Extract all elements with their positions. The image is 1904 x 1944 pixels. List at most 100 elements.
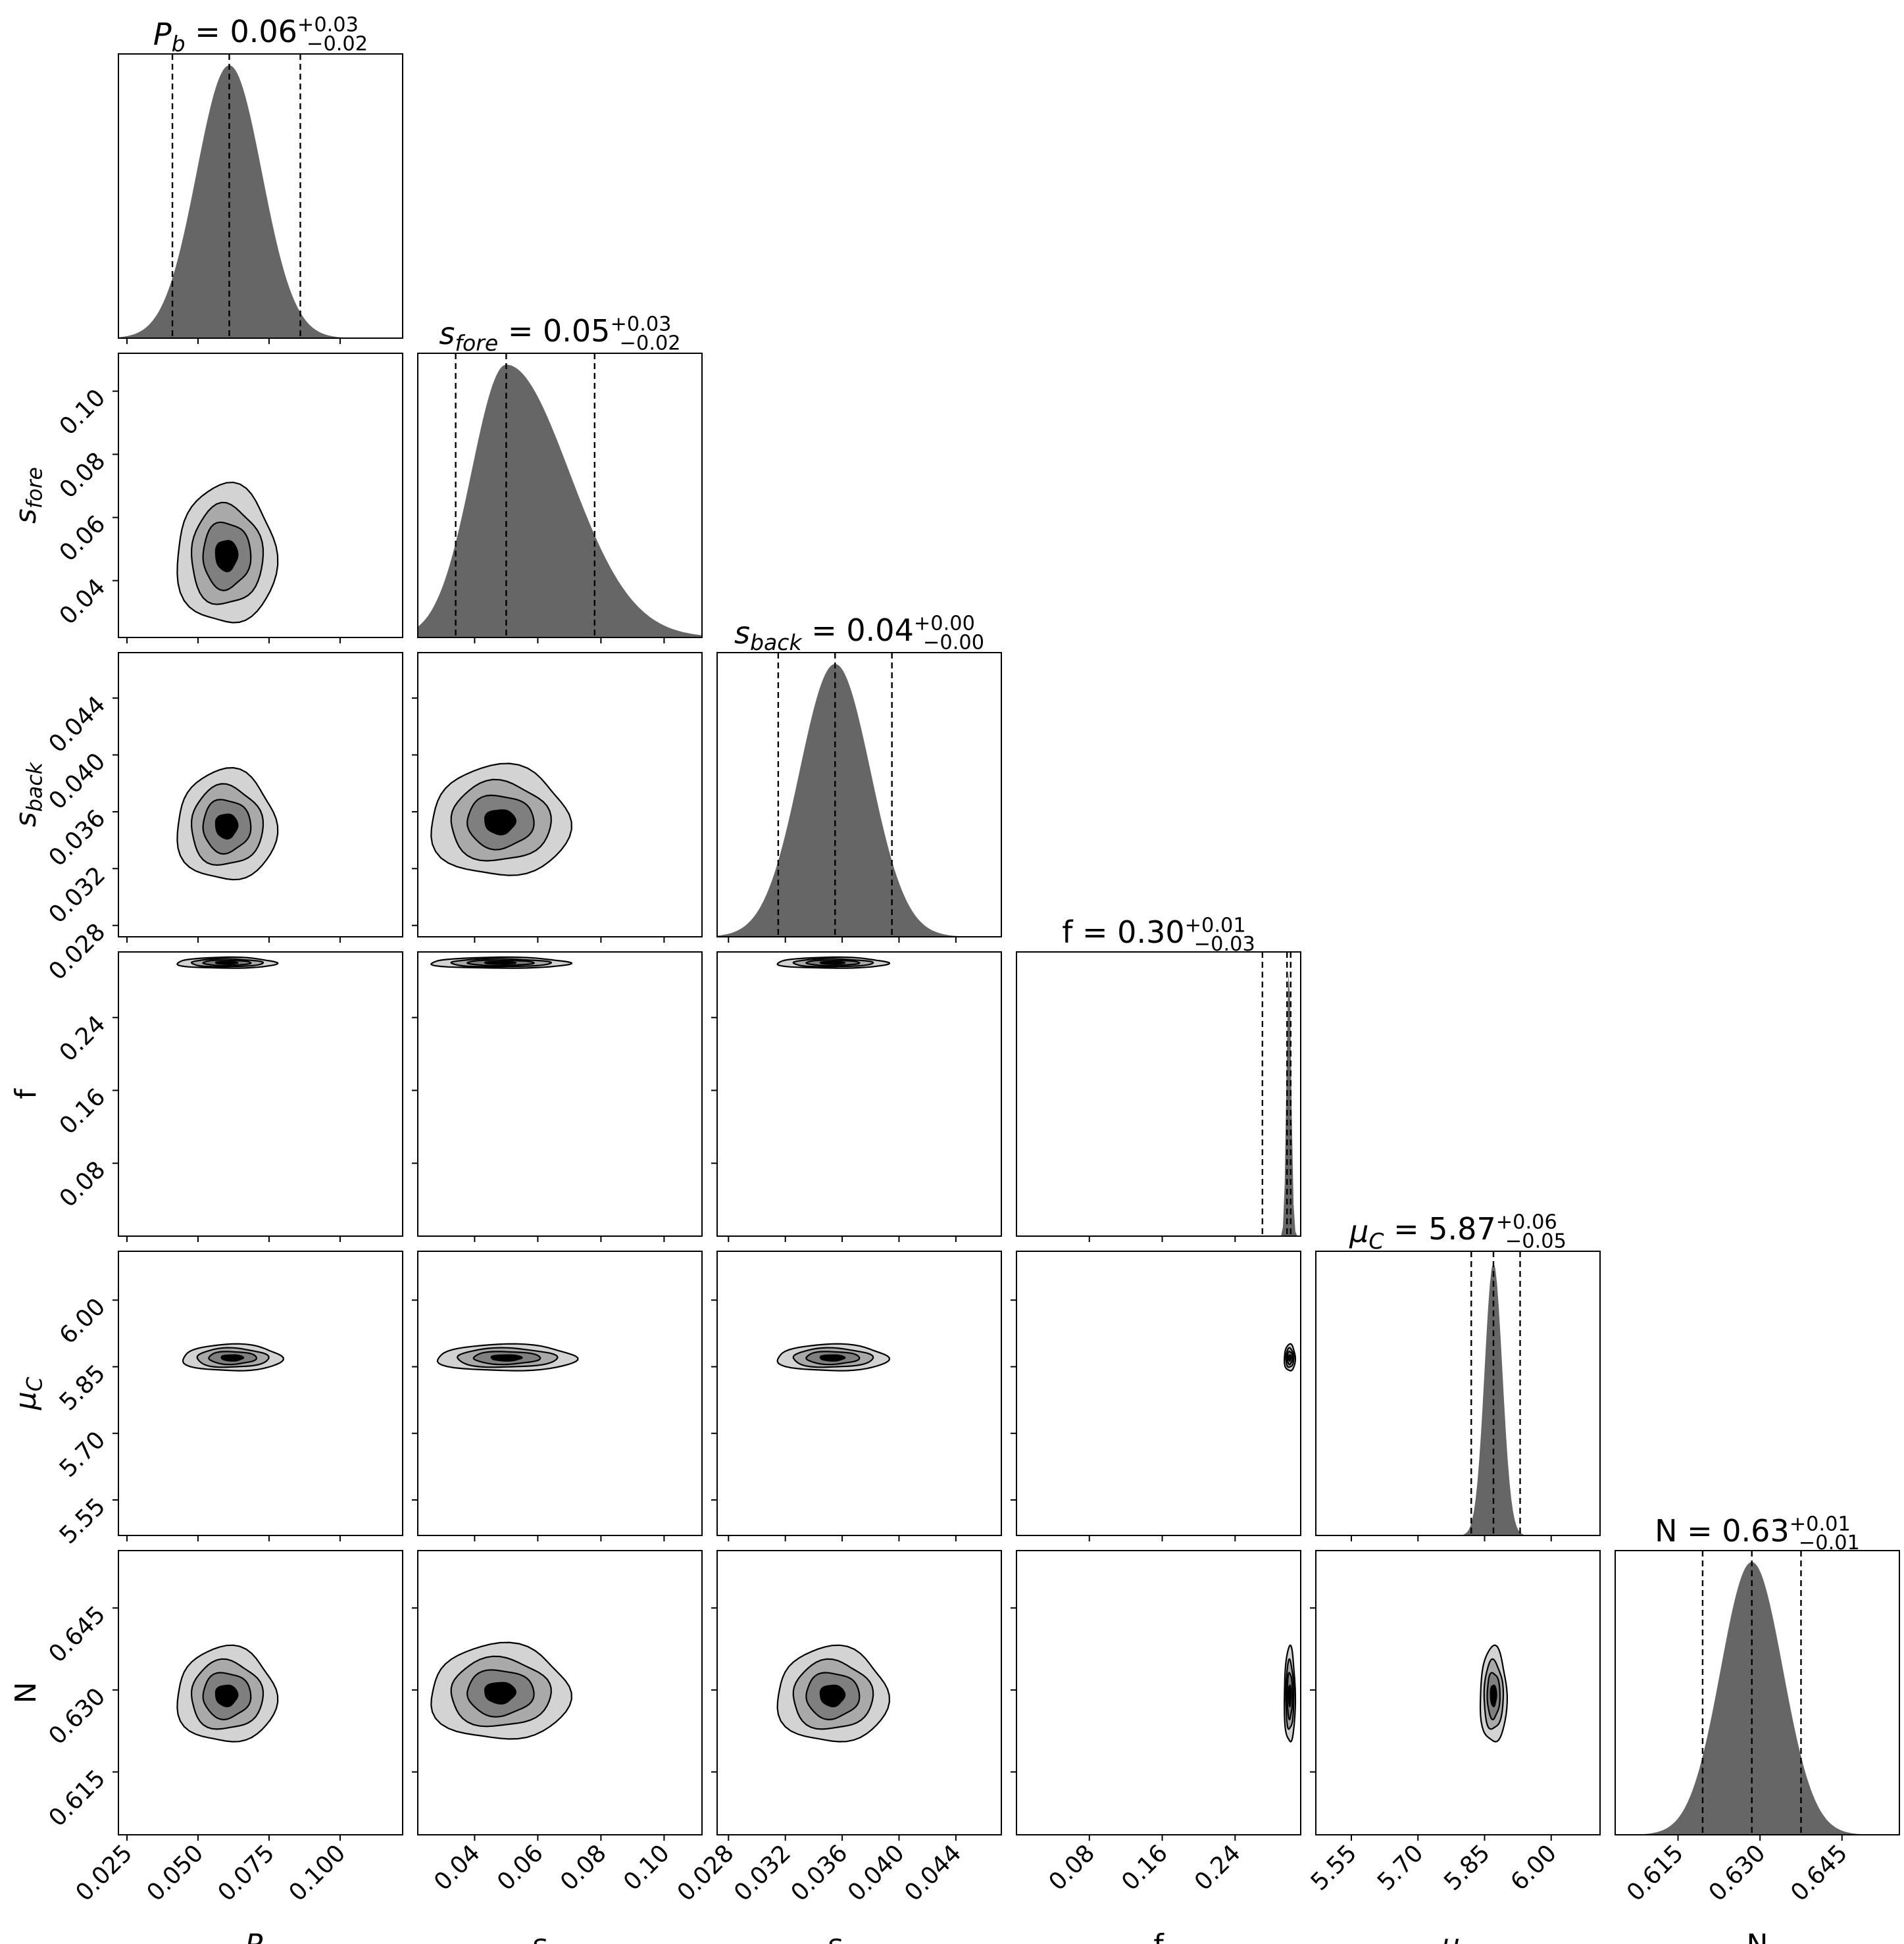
contour-level-3 [1288,1354,1292,1362]
x-axis-label-N: N [1747,1928,1768,1944]
x-tick-label-f: 0.08 [1043,1839,1100,1896]
contour-level-3 [819,1354,846,1362]
y-axis-label-sback: sback [9,761,47,827]
x-tick-label-sback: 0.032 [729,1839,796,1907]
y-axis-label-group-muC: μC [9,1377,47,1410]
contour-level-3 [484,1682,516,1705]
y-tick-label-sfore: 0.04 [55,574,111,630]
contour-level-3 [484,960,516,965]
panel-frame [1016,951,1301,1237]
contour-level-3 [214,1684,239,1708]
y-tick-label-N: 0.630 [43,1683,111,1750]
x-tick-label-N: 0.630 [1704,1839,1771,1907]
y-tick-label-sfore: 0.10 [55,384,111,441]
x-axis-label-sfore: sfore [532,1928,588,1944]
panel-frame [1016,1251,1301,1536]
panel-frame [417,951,703,1237]
x-tick-label-Pb: 0.050 [141,1839,209,1907]
x-tick-label-sfore: 0.04 [429,1839,486,1896]
panel-frame [118,1550,403,1835]
panel-frame [118,951,403,1237]
x-tick-label-Pb: 0.100 [284,1839,351,1907]
histogram-muC [1316,1262,1600,1535]
panel-title-N: N = 0.63+0.01 −0.01 [1655,1512,1860,1555]
x-axis-label-f: f [1153,1928,1165,1944]
x-tick-label-sback: 0.028 [672,1839,739,1907]
x-tick-label-muC: 5.70 [1372,1839,1429,1896]
y-axis-label-sfore: sfore [9,467,47,524]
x-tick-label-muC: 5.85 [1439,1839,1495,1896]
y-tick-label-muC: 5.55 [55,1493,111,1549]
y-tick-label-N: 0.615 [43,1765,111,1832]
panel-frame [417,652,703,937]
x-tick-label-sfore: 0.06 [492,1839,549,1896]
x-tick-label-sback: 0.044 [899,1839,966,1907]
x-tick-label-sfore: 0.08 [555,1839,612,1896]
y-tick-label-f: 0.08 [55,1157,111,1213]
contour-panel-sfore-f [417,951,703,1237]
x-tick-label-sfore: 0.10 [618,1839,675,1896]
panel-title-Pb: Pb = 0.06+0.03 −0.02 [153,13,368,56]
y-tick-label-sfore: 0.08 [55,447,111,504]
contour-panel-Pb-muC [118,1251,403,1536]
panel-frame [716,652,1002,937]
contour-level-3 [484,809,516,835]
panel-frame [716,951,1002,1237]
contour-panel-sfore-sback [417,652,703,937]
y-axis-label-f: f [9,1088,43,1099]
contour-panel-Pb-sfore [118,353,403,638]
y-tick-label-muC: 5.70 [55,1426,111,1483]
contour-level-3 [214,539,239,572]
y-axis-label-muC: μC [9,1377,47,1410]
contour-level-3 [819,960,846,965]
y-tick-label-sfore: 0.06 [55,511,111,567]
y-axis-label-N: N [9,1682,43,1704]
contour-panel-sfore-muC [417,1251,703,1536]
contour-level-3 [214,960,239,965]
contour-level-3 [1490,1684,1497,1708]
contour-level-3 [490,1354,523,1362]
x-tick-label-Pb: 0.025 [70,1839,138,1907]
contour-panel-sback-f [716,951,1002,1237]
y-tick-label-sback: 0.032 [43,862,111,929]
panel-frame [716,1251,1002,1536]
panel-frame [118,53,403,339]
hist-panel-Pb: Pb = 0.06+0.03 −0.02 [118,13,403,339]
hist-panel-N: N = 0.63+0.01 −0.01 [1615,1512,1900,1835]
x-tick-label-f: 0.16 [1116,1839,1173,1896]
x-axis-label-sback: sback [827,1928,893,1944]
contour-panel-f-muC [1016,1251,1301,1536]
y-tick-label-sback: 0.040 [43,748,111,815]
panel-frame [1315,1251,1601,1536]
hist-panel-muC: μC = 5.87+0.06 −0.05 [1315,1210,1601,1536]
x-tick-label-sback: 0.036 [786,1839,853,1907]
histogram-N [1615,1562,1899,1835]
panel-title-sfore: sfore = 0.05+0.03 −0.02 [439,312,680,355]
y-axis-label-group-N: N [9,1682,43,1704]
contour-panel-Pb-N [118,1550,403,1835]
contour-panel-f-N [1016,1550,1301,1835]
x-tick-label-sback: 0.040 [843,1839,910,1907]
x-tick-label-f: 0.24 [1190,1839,1246,1896]
contour-panel-sback-N [716,1550,1002,1835]
panel-frame [118,353,403,638]
panel-frame [1615,1550,1900,1835]
y-tick-label-sback: 0.036 [43,805,111,872]
x-tick-label-muC: 6.00 [1505,1839,1562,1896]
y-axis-label-group-f: f [9,1088,43,1099]
panel-frame [1315,1550,1601,1835]
hist-panel-sfore: sfore = 0.05+0.03 −0.02 [417,312,703,638]
y-tick-label-sback: 0.044 [43,691,111,758]
y-tick-label-f: 0.24 [55,1010,111,1067]
contour-level-3 [220,1354,245,1362]
panel-frame [118,652,403,937]
histogram-sback [717,664,1001,937]
contour-panel-Pb-f [118,951,403,1237]
y-axis-label-group-sback: sback [9,761,47,827]
contour-panel-muC-N [1315,1550,1601,1835]
x-tick-label-N: 0.615 [1622,1839,1689,1907]
histogram-Pb [118,65,403,338]
y-tick-label-sback: 0.028 [43,918,111,985]
contour-panel-sfore-N [417,1550,703,1835]
